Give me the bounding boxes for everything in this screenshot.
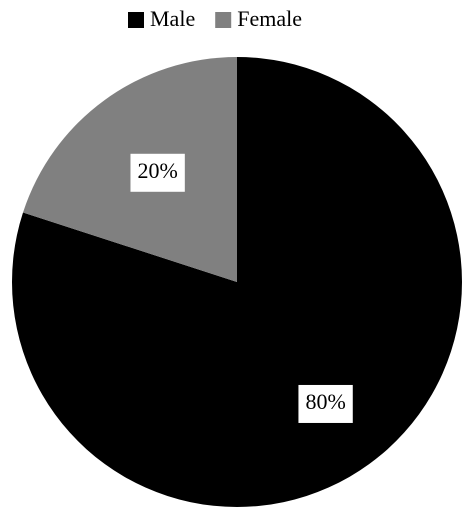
data-label: 80% <box>305 389 345 414</box>
pie-slice <box>23 57 237 282</box>
data-label: 20% <box>137 158 177 183</box>
legend-swatch <box>215 12 232 28</box>
legend-label: Male <box>150 6 195 31</box>
legend-swatch <box>128 12 144 28</box>
data-label-box <box>130 153 185 192</box>
data-label-box <box>298 384 353 423</box>
legend-label: Female <box>237 6 302 31</box>
